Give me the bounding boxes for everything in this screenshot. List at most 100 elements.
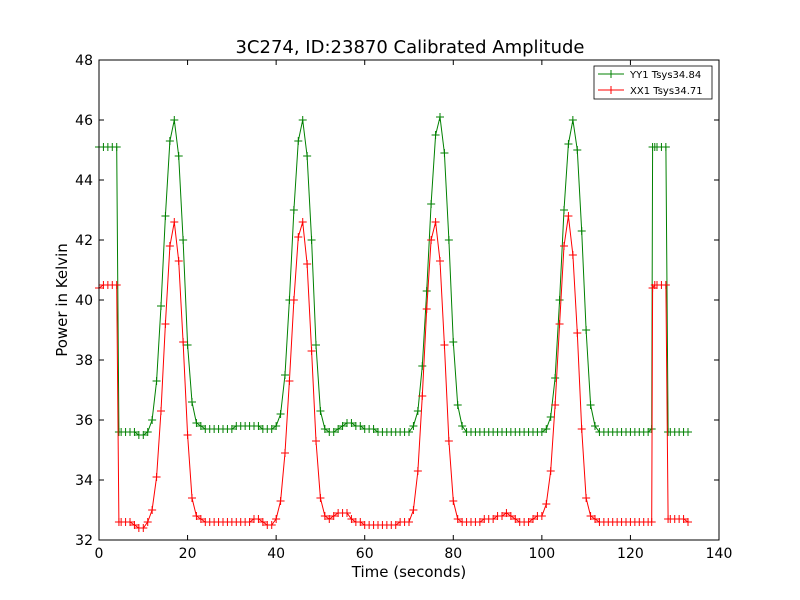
series-1-point <box>577 425 586 433</box>
series-0-point <box>183 341 192 349</box>
series-1-point <box>537 512 546 520</box>
series-0-point <box>453 401 462 409</box>
series-1-point <box>196 515 205 523</box>
series-0-point <box>329 428 338 436</box>
series-0-point <box>157 302 165 310</box>
series-1-point <box>312 437 320 445</box>
series-1-point <box>422 305 431 313</box>
series-1-point <box>431 218 440 226</box>
series-1-point <box>148 506 157 514</box>
series-0-point <box>294 137 303 145</box>
series-0-point <box>227 425 236 433</box>
series-1-point <box>325 515 334 523</box>
y-tick-label: 36 <box>75 413 93 429</box>
series-1-point <box>294 233 303 241</box>
series-0-point <box>555 296 564 304</box>
series-0-point <box>174 152 183 160</box>
series-1-point <box>285 377 294 385</box>
legend-label-yy1: YY1 Tsys34.84 <box>629 70 701 81</box>
series-0-point <box>582 326 591 334</box>
series-1-point <box>112 281 121 289</box>
series-0-point <box>165 137 174 145</box>
series-1-point <box>179 338 188 346</box>
series-0-point <box>179 236 188 244</box>
series-0-point <box>303 152 312 160</box>
series-0-point <box>356 422 365 430</box>
series-1-point <box>391 521 400 529</box>
series-0-point <box>148 416 157 424</box>
series-0-point <box>546 413 555 421</box>
series-0-point <box>289 206 298 214</box>
series-1-point <box>303 260 312 268</box>
series-1-point <box>453 515 462 523</box>
series-1-point <box>524 518 533 526</box>
legend-marker-yy1 <box>607 70 615 78</box>
series-0-point <box>298 116 307 124</box>
series-0-point <box>661 143 670 151</box>
y-tick-label: 42 <box>75 233 93 249</box>
series-1-point <box>405 518 413 526</box>
series-0-point <box>170 116 179 124</box>
series-0-point <box>684 428 692 436</box>
series-0-point <box>586 401 595 409</box>
series-0-point <box>316 407 325 415</box>
series-0-point <box>577 227 586 235</box>
x-tick-label: 100 <box>528 546 555 562</box>
series-0-point <box>591 422 599 430</box>
x-tick-label: 80 <box>444 546 462 562</box>
series-0-point <box>192 419 201 427</box>
series-0-point <box>152 377 161 385</box>
series-0-point <box>431 131 440 139</box>
series-1-point <box>409 506 418 514</box>
legend-box <box>593 65 713 100</box>
axis-ticks: 0 20 40 60 80 100 120 140 32 34 36 38 40 42 44 46 48 <box>75 53 732 562</box>
series-1-point <box>289 296 298 304</box>
series-1-point <box>281 449 289 457</box>
series-1-point <box>267 521 276 529</box>
plot-area-frame <box>98 59 720 541</box>
series-0-point <box>564 140 573 148</box>
series-1-point <box>529 515 537 523</box>
x-tick-label: 140 <box>706 546 733 562</box>
x-axis-label: Time (seconds) <box>351 563 467 581</box>
series-1-point <box>245 518 254 526</box>
series-0-point <box>267 425 276 433</box>
series-1-point <box>551 401 560 409</box>
series-1-point <box>152 473 161 481</box>
series-1-point <box>307 347 316 355</box>
series-1-point <box>165 242 174 250</box>
series-0-point <box>418 362 427 370</box>
series-0-point <box>143 428 152 436</box>
legend: YY1 Tsys34.84 XX1 Tsys34.71 <box>593 65 713 100</box>
y-tick-label: 40 <box>75 293 93 309</box>
series-0-point <box>369 425 378 433</box>
series-1-point <box>582 494 591 502</box>
series-1-point <box>449 497 458 505</box>
x-tick-label: 0 <box>95 546 104 562</box>
series-1-point <box>573 329 582 337</box>
series-0-point <box>307 236 316 244</box>
series-1-point <box>586 512 595 520</box>
series-1-point <box>258 518 267 526</box>
series-layer <box>95 113 692 532</box>
series-0-point <box>458 422 467 430</box>
x-tick-label: 120 <box>617 546 644 562</box>
series-0-point <box>312 341 320 349</box>
series-1-point <box>139 524 148 532</box>
series-1-point <box>555 320 564 328</box>
series-0-point <box>347 419 356 427</box>
series-1-point <box>183 431 192 439</box>
x-tick-label: 60 <box>356 546 374 562</box>
series-1-point <box>276 497 285 505</box>
series-0-point <box>334 425 343 433</box>
series-1-point <box>316 494 325 502</box>
series-0-point <box>427 200 436 208</box>
series-1-point <box>254 515 263 523</box>
series-0-point <box>196 422 205 430</box>
series-1-point <box>542 500 551 508</box>
series-0-point <box>568 116 577 124</box>
y-tick-label: 32 <box>75 533 93 549</box>
series-1-point <box>498 512 506 520</box>
series-1-point <box>511 515 520 523</box>
